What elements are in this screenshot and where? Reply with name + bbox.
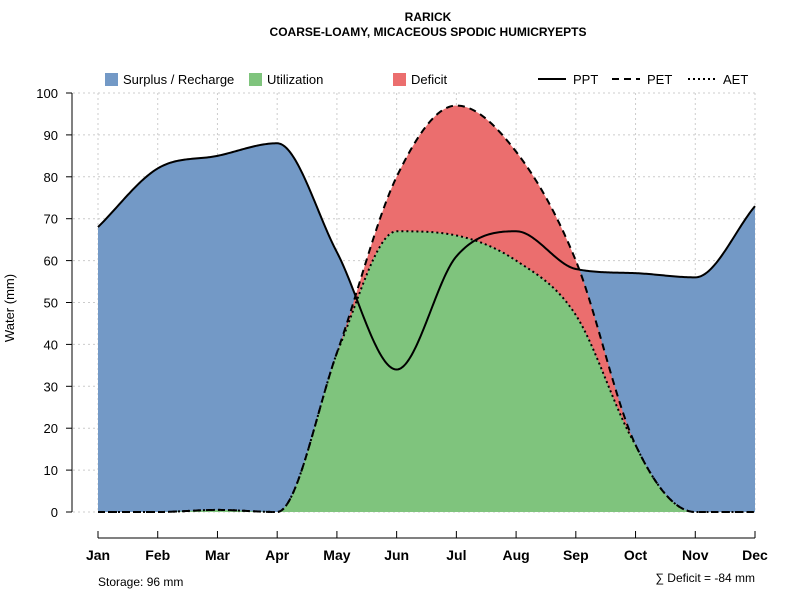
legend-label-ppt: PPT [573,72,598,87]
storage-note: Storage: 96 mm [98,575,183,589]
line-aet [98,230,755,513]
y-tick-label-30: 30 [44,379,58,394]
y-axis: 0 10 20 30 40 50 60 70 80 90 100 [36,86,73,520]
chart-subtitle: COARSE-LOAMY, MICACEOUS SPODIC HUMICRYEP… [270,25,587,39]
x-tick-label-dec: Dec [742,547,768,563]
legend-label-utilization: Utilization [267,72,323,87]
y-tick-label-40: 40 [44,337,58,352]
x-tick-label-jul: Jul [446,547,466,563]
x-tick-label-apr: Apr [265,547,290,563]
deficit-note: ∑ Deficit = -84 mm [655,571,755,585]
line-pet [98,104,755,513]
x-tick-label-sep: Sep [563,547,589,563]
y-tick-label-50: 50 [44,296,58,311]
y-tick-label-10: 10 [44,463,58,478]
chart-title: RARICK [405,10,452,24]
x-axis: Jan Feb Mar Apr May Jun Jul Aug Sep Oct Nov Dec [86,531,768,563]
area-utilization [98,231,755,512]
legend: Surplus / Recharge Utilization Deficit P… [105,72,748,87]
legend-label-deficit: Deficit [411,72,448,87]
x-tick-label-oct: Oct [624,547,648,563]
y-axis-label: Water (mm) [2,274,17,342]
x-tick-label-feb: Feb [145,547,170,563]
y-tick-label-90: 90 [44,128,58,143]
x-tick-label-mar: Mar [205,547,230,563]
y-tick-label-80: 80 [44,170,58,185]
y-tick-label-20: 20 [44,421,58,436]
legend-swatch-surplus [105,73,118,86]
x-tick-label-jun: Jun [384,547,409,563]
series-lines [97,104,756,513]
legend-swatch-deficit [393,73,406,86]
y-tick-label-100: 100 [36,86,58,101]
y-tick-label-70: 70 [44,212,58,227]
x-tick-label-nov: Nov [682,547,709,563]
x-tick-label-jan: Jan [86,547,110,563]
y-tick-label-0: 0 [51,505,58,520]
legend-label-pet: PET [647,72,672,87]
legend-label-surplus: Surplus / Recharge [123,72,234,87]
water-areas [98,105,755,512]
legend-label-aet: AET [723,72,748,87]
area-deficit [98,105,755,512]
line-ppt [97,142,756,371]
x-tick-label-aug: Aug [502,547,529,563]
y-tick-label-60: 60 [44,254,58,269]
legend-swatch-utilization [249,73,262,86]
x-tick-label-may: May [323,547,350,563]
